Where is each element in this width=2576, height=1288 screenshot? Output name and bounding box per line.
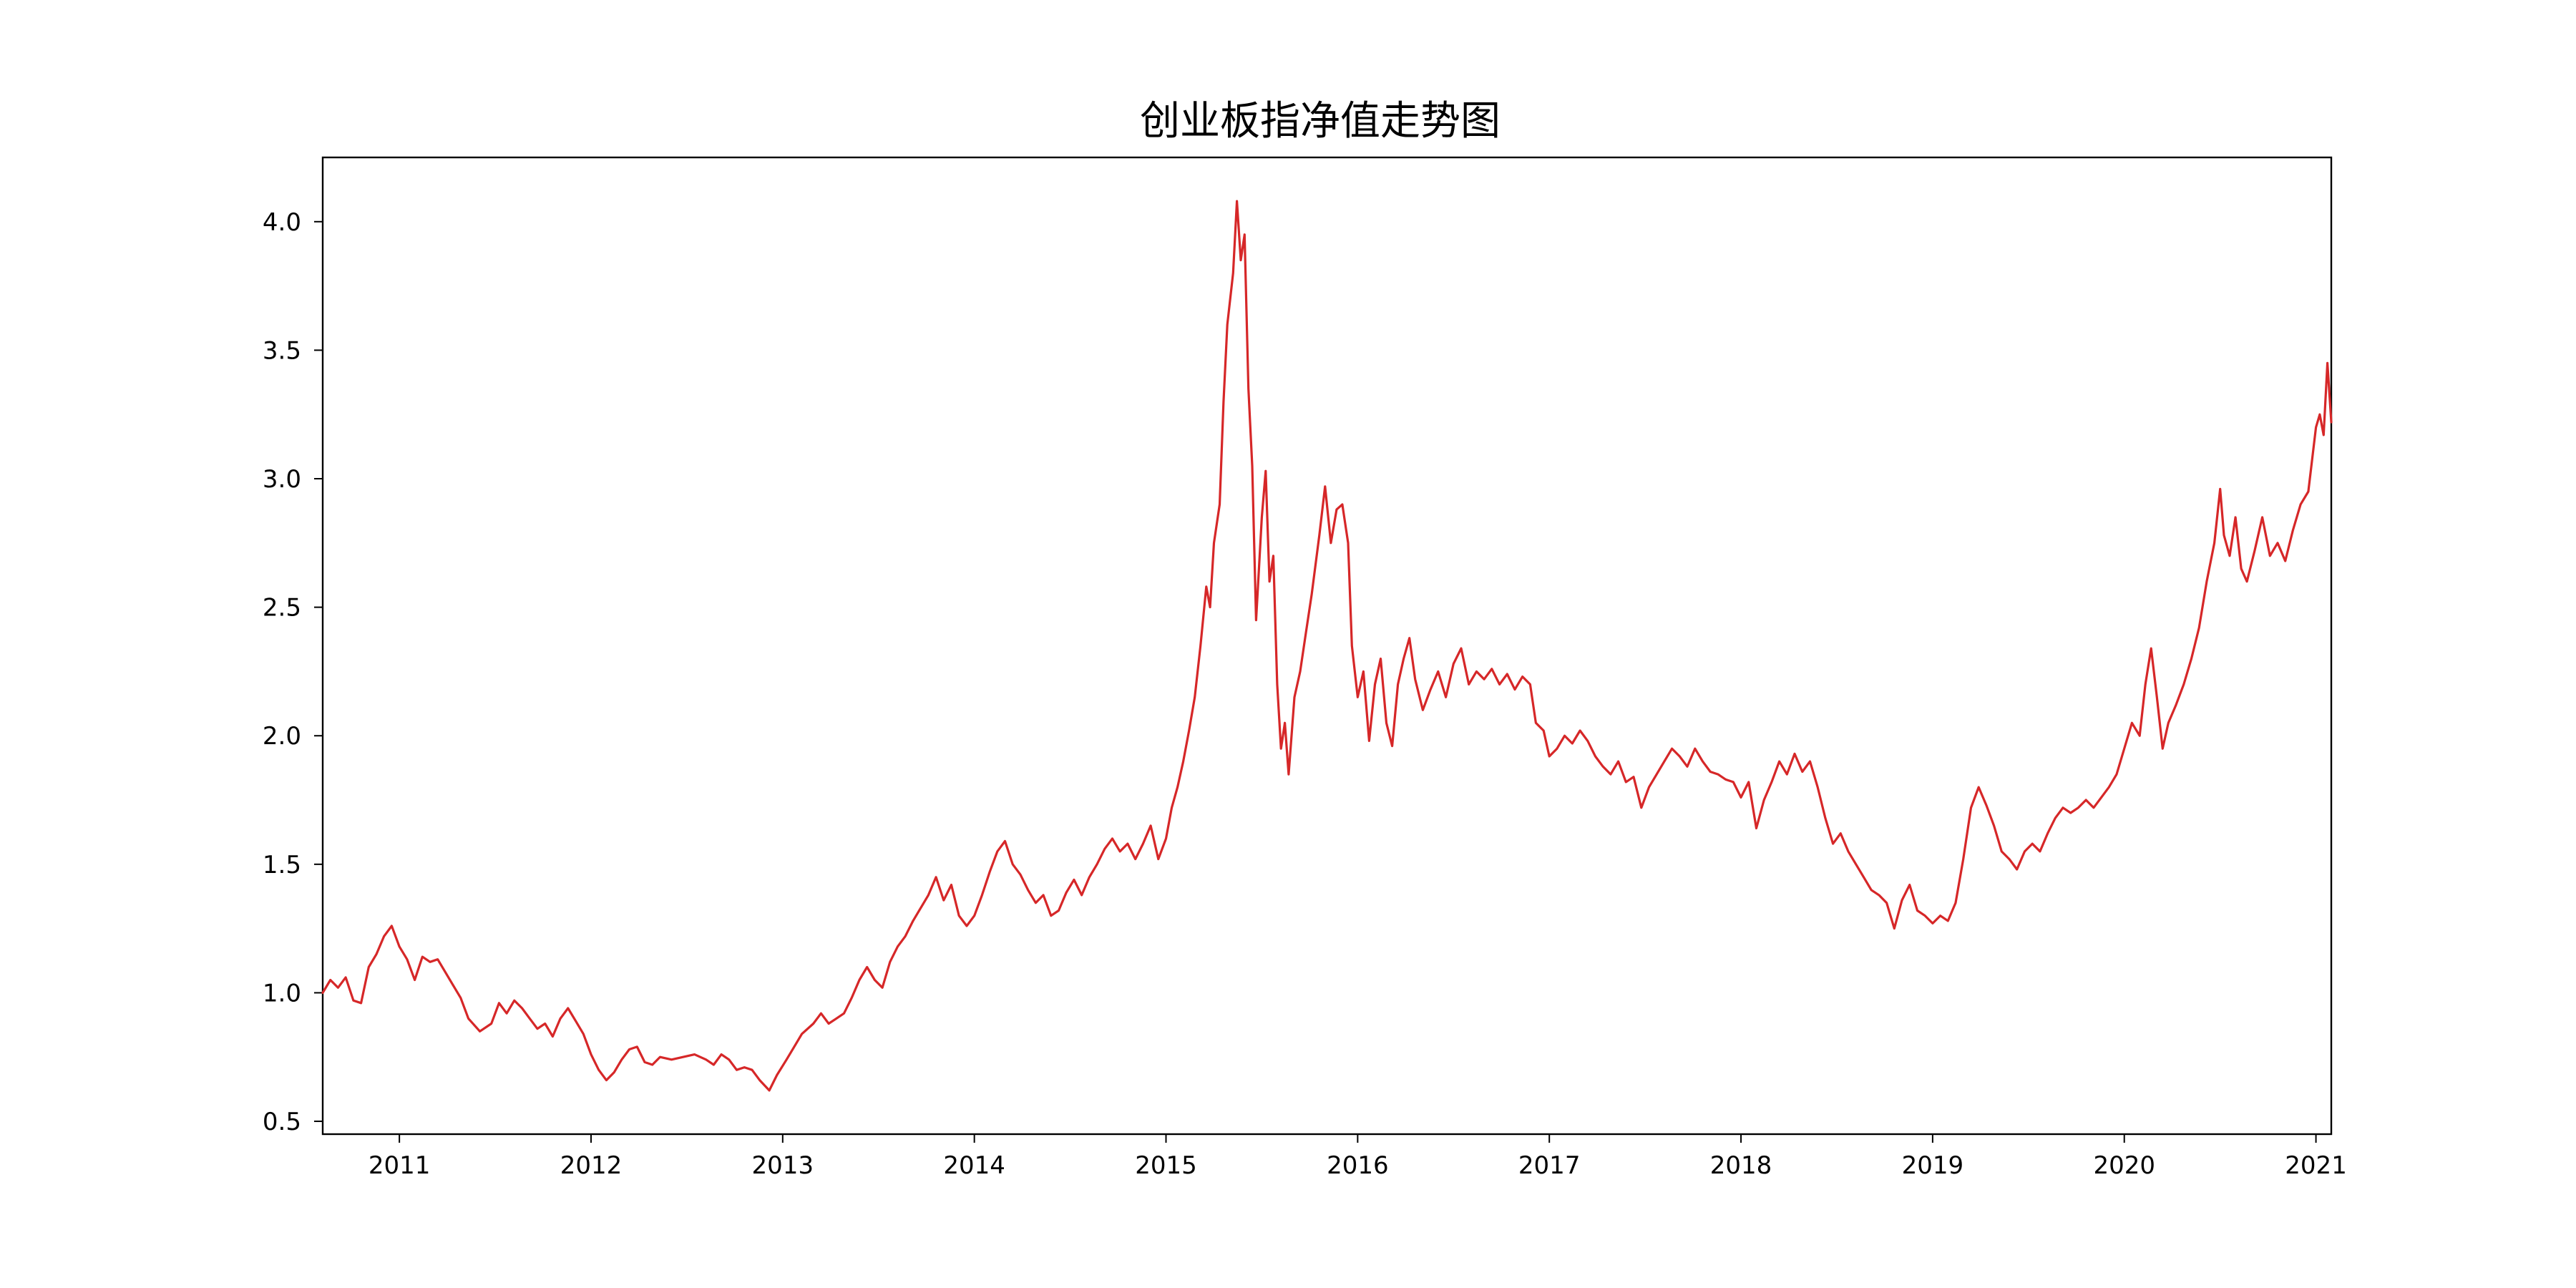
y-tick-label: 1.5 <box>263 851 301 879</box>
x-tick-label: 2021 <box>2285 1151 2347 1180</box>
x-tick-label: 2018 <box>1710 1151 1772 1180</box>
x-tick-label: 2013 <box>752 1151 814 1180</box>
chart-title: 创业板指净值走势图 <box>1140 98 1501 145</box>
x-tick-label: 2017 <box>1518 1151 1581 1180</box>
y-tick-label: 3.0 <box>263 465 301 494</box>
x-tick-label: 2015 <box>1135 1151 1197 1180</box>
y-tick-label: 2.0 <box>263 722 301 751</box>
x-tick-label: 2016 <box>1327 1151 1389 1180</box>
y-tick-label: 1.0 <box>263 979 301 1008</box>
x-tick-label: 2019 <box>1902 1151 1964 1180</box>
x-tick-label: 2014 <box>943 1151 1005 1180</box>
y-tick-label: 0.5 <box>263 1108 301 1136</box>
x-tick-label: 2020 <box>2093 1151 2155 1180</box>
y-tick-label: 3.5 <box>263 336 301 365</box>
x-tick-label: 2011 <box>369 1151 431 1180</box>
x-tick-label: 2012 <box>560 1151 623 1180</box>
y-tick-label: 2.5 <box>263 594 301 623</box>
y-tick-label: 4.0 <box>263 208 301 237</box>
